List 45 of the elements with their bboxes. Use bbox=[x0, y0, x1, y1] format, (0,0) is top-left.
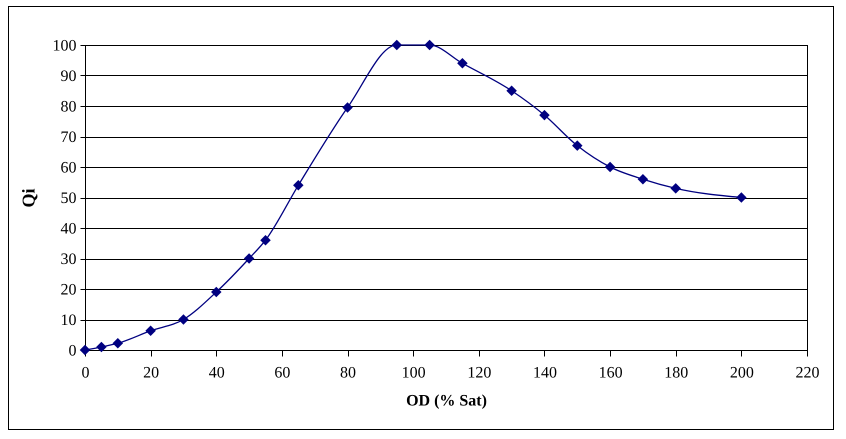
point bbox=[638, 174, 648, 184]
x-tick-label: 180 bbox=[664, 364, 688, 382]
x-tick-label: 40 bbox=[208, 364, 225, 382]
x-tick-label: 200 bbox=[730, 364, 754, 382]
point bbox=[178, 314, 189, 325]
point bbox=[342, 102, 353, 113]
y-tick-label: 30 bbox=[60, 251, 76, 268]
point bbox=[260, 234, 271, 246]
x-tick-label: 220 bbox=[796, 364, 820, 382]
x-tick-label: 20 bbox=[143, 364, 160, 382]
point bbox=[392, 40, 402, 50]
x-tick-label: 160 bbox=[598, 364, 623, 382]
point bbox=[80, 344, 90, 356]
point bbox=[736, 192, 747, 203]
y-tick-label: 90 bbox=[60, 68, 76, 85]
y-tick-label: 0 bbox=[68, 342, 76, 360]
point bbox=[457, 58, 468, 69]
y-tick-label: 70 bbox=[60, 129, 76, 146]
point bbox=[506, 86, 517, 96]
point bbox=[112, 338, 124, 349]
point bbox=[572, 140, 583, 151]
x-tick-label: 0 bbox=[82, 364, 90, 382]
point bbox=[424, 40, 435, 50]
x-tick-label: 80 bbox=[340, 364, 356, 382]
point bbox=[539, 110, 550, 120]
x-tick-label: 140 bbox=[532, 364, 557, 382]
y-tick-label: 50 bbox=[60, 190, 76, 207]
point bbox=[244, 253, 254, 264]
y-tick-label: 60 bbox=[60, 160, 76, 176]
y-tick-label: 80 bbox=[60, 98, 76, 116]
x-tick-label: 120 bbox=[467, 364, 492, 382]
point bbox=[293, 180, 304, 191]
point bbox=[670, 183, 681, 194]
x-tick-label: 100 bbox=[402, 364, 426, 382]
x-tick-label: 60 bbox=[274, 364, 290, 382]
y-tick-label: 20 bbox=[60, 282, 76, 298]
y-tick-label: 100 bbox=[52, 38, 76, 54]
point bbox=[96, 342, 107, 352]
point bbox=[604, 162, 616, 172]
point bbox=[211, 286, 222, 298]
y-tick-label: 10 bbox=[60, 312, 76, 329]
x-axis-title: OD (% Sat) bbox=[406, 392, 487, 410]
point bbox=[145, 326, 156, 336]
y-tick-label: 40 bbox=[60, 220, 76, 238]
y-axis-title: Qi bbox=[18, 188, 38, 208]
